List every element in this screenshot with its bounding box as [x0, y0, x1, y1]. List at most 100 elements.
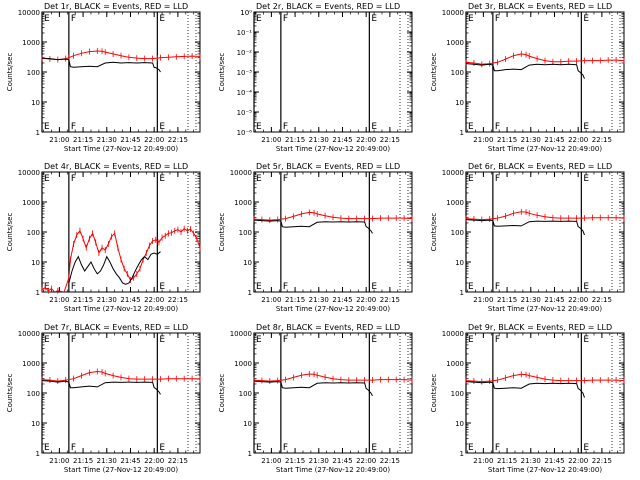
- marker-label-top: E: [159, 174, 165, 184]
- plot-frame: [465, 171, 625, 293]
- marker-label-bottom: E: [468, 282, 474, 292]
- marker-label-top: E: [256, 335, 262, 345]
- marker-label-top: E: [256, 14, 262, 24]
- x-tick-label: 21:00: [49, 296, 69, 304]
- x-tick-label: 21:15: [73, 296, 93, 304]
- y-tick-label: 1000: [22, 360, 40, 368]
- panel-7: Det 7r, BLACK = Events, RED = LLD 1 10 100 1…: [6, 323, 201, 474]
- x-tick-label: 22:15: [592, 457, 612, 465]
- x-tick-label: 21:30: [97, 296, 117, 304]
- marker-label-top: F: [71, 14, 76, 24]
- x-tick-label: 21:00: [261, 296, 281, 304]
- plot-frame: [41, 332, 201, 454]
- panel-title: Det 3r, BLACK = Events, RED = LLD: [468, 2, 612, 11]
- x-tick-label: 22:00: [568, 457, 588, 465]
- x-tick-label: 21:15: [497, 296, 517, 304]
- y-tick-label: 100: [451, 229, 464, 237]
- x-tick-label: 21:00: [473, 457, 493, 465]
- marker-label-bottom: E: [256, 122, 262, 132]
- x-tick-label: 22:00: [144, 136, 164, 144]
- x-tick-label: 21:30: [97, 136, 117, 144]
- marker-label-bottom: F: [283, 282, 288, 292]
- panel-8: Det 8r, BLACK = Events, RED = LLD 1 10 100 1…: [218, 323, 413, 474]
- panel-title: Det 6r, BLACK = Events, RED = LLD: [468, 162, 612, 171]
- y-tick-label: 100: [239, 229, 252, 237]
- y-tick-label: 1: [248, 450, 252, 458]
- plot-frame: [465, 11, 625, 133]
- lld-series-line: [254, 373, 412, 382]
- marker-label-top: F: [71, 174, 76, 184]
- y-tick-label: 1000: [446, 39, 464, 47]
- x-axis-label: Start Time (27-Nov-12 20:49:00): [488, 466, 602, 474]
- marker-label-top: E: [371, 14, 377, 24]
- plot-frame: [253, 332, 413, 454]
- x-tick-label: 21:15: [497, 136, 517, 144]
- y-axis-label: Counts/sec: [430, 374, 438, 413]
- lld-series-line: [42, 50, 200, 61]
- marker-label-bottom: F: [283, 122, 288, 132]
- marker-label-top: F: [283, 335, 288, 345]
- x-tick-label: 22:15: [380, 296, 400, 304]
- marker-label-bottom: E: [44, 443, 50, 453]
- x-tick-label: 21:30: [521, 296, 541, 304]
- x-tick-label: 21:30: [309, 296, 329, 304]
- y-tick-label: 10000: [18, 330, 40, 338]
- panel-3: Det 3r, BLACK = Events, RED = LLD 1 10 100 1…: [430, 2, 625, 153]
- x-tick-label: 21:15: [73, 136, 93, 144]
- x-tick-label: 21:30: [97, 457, 117, 465]
- x-tick-label: 21:45: [544, 136, 564, 144]
- x-axis-label: Start Time (27-Nov-12 20:49:00): [276, 466, 390, 474]
- marker-label-top: E: [371, 174, 377, 184]
- marker-label-top: F: [71, 335, 76, 345]
- y-tick-label: 1: [36, 129, 40, 137]
- y-tick-label: 10: [455, 259, 464, 267]
- x-tick-label: 21:30: [521, 457, 541, 465]
- marker-label-top: E: [44, 14, 50, 24]
- panel-title: Det 5r, BLACK = Events, RED = LLD: [256, 162, 400, 171]
- marker-label-bottom: F: [495, 443, 500, 453]
- y-tick-label: 100: [239, 390, 252, 398]
- plot-frame: [253, 171, 413, 293]
- x-tick-label: 21:45: [544, 296, 564, 304]
- x-tick-label: 22:00: [144, 296, 164, 304]
- y-tick-label: 100: [27, 390, 40, 398]
- x-tick-label: 21:15: [285, 296, 305, 304]
- marker-label-bottom: E: [583, 282, 589, 292]
- y-tick-label: 10000: [442, 9, 464, 17]
- marker-label-top: F: [495, 174, 500, 184]
- marker-label-bottom: F: [71, 443, 76, 453]
- y-axis-label: Counts/sec: [6, 374, 14, 413]
- y-tick-label: 100: [27, 229, 40, 237]
- marker-label-bottom: E: [159, 122, 165, 132]
- x-tick-label: 21:30: [309, 457, 329, 465]
- lld-series-line: [466, 53, 624, 65]
- y-tick-label: 10000: [230, 169, 252, 177]
- events-series-line: [68, 251, 161, 285]
- plot-frame: [41, 171, 201, 293]
- x-tick-label: 21:45: [120, 296, 140, 304]
- x-tick-label: 21:45: [332, 136, 352, 144]
- y-axis-label: Counts/sec: [6, 213, 14, 252]
- y-tick-label: 10: [31, 99, 40, 107]
- y-tick-label: 1000: [446, 199, 464, 207]
- marker-label-top: E: [468, 174, 474, 184]
- events-series-line: [466, 381, 585, 398]
- x-tick-label: 22:15: [592, 136, 612, 144]
- y-tick-label: 1: [248, 289, 252, 297]
- marker-label-bottom: E: [371, 122, 377, 132]
- lld-series-line: [42, 370, 200, 382]
- events-series-line: [42, 57, 161, 73]
- marker-label-top: E: [159, 335, 165, 345]
- x-tick-label: 21:30: [521, 136, 541, 144]
- y-tick-label: 1: [36, 450, 40, 458]
- y-tick-label: 10000: [442, 330, 464, 338]
- x-tick-label: 21:45: [332, 296, 352, 304]
- marker-label-bottom: F: [495, 122, 500, 132]
- lld-series-line: [42, 227, 200, 292]
- x-tick-label: 22:15: [380, 136, 400, 144]
- panel-9: Det 9r, BLACK = Events, RED = LLD 1 10 100 1…: [430, 323, 625, 474]
- marker-label-bottom: E: [583, 122, 589, 132]
- y-tick-label: 10⁻²: [237, 49, 253, 57]
- x-tick-label: 22:15: [168, 296, 188, 304]
